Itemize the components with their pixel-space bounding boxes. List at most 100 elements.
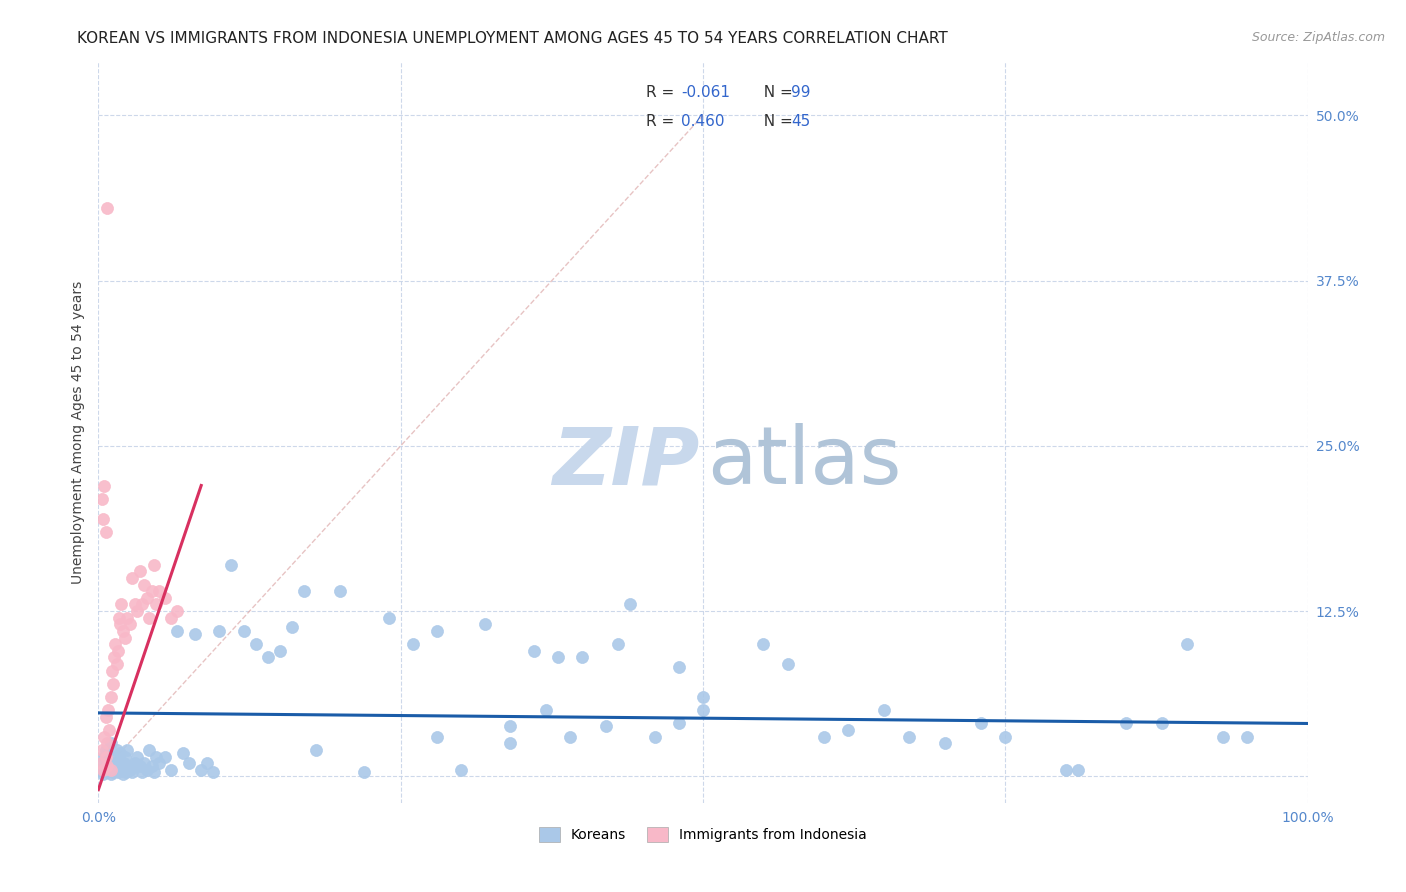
Point [153, 749, 176, 764]
Point [134, 577, 156, 591]
Point [1175, 637, 1198, 651]
Point [190, 763, 212, 777]
Point [523, 644, 546, 658]
Point [145, 598, 167, 612]
Point [94, 749, 117, 764]
Point [619, 598, 641, 612]
Point [131, 598, 153, 612]
Point [377, 611, 399, 625]
Point [208, 624, 231, 638]
Point [166, 604, 188, 618]
Point [558, 730, 581, 744]
Point [166, 624, 188, 638]
Point [127, 604, 149, 618]
Point [135, 763, 157, 777]
Point [121, 571, 143, 585]
Point [100, 766, 122, 780]
Point [91, 766, 114, 780]
Point [292, 584, 315, 599]
Point [93, 478, 115, 492]
Point [94, 710, 117, 724]
Point [91, 491, 114, 506]
Point [305, 743, 328, 757]
Point [108, 754, 131, 768]
Point [1152, 716, 1174, 731]
Point [837, 723, 859, 737]
Point [426, 624, 449, 638]
Point [994, 730, 1017, 744]
Point [96, 201, 118, 215]
Text: 0.460: 0.460 [682, 114, 724, 129]
Text: ZIP: ZIP [553, 423, 699, 501]
Point [105, 743, 128, 757]
Point [107, 765, 129, 780]
Text: N =: N = [754, 114, 797, 129]
Point [134, 756, 156, 771]
Text: 99: 99 [792, 86, 811, 100]
Point [1212, 730, 1234, 744]
Point [160, 763, 183, 777]
Point [148, 584, 170, 599]
Point [101, 749, 124, 764]
Point [114, 631, 136, 645]
Point [1115, 716, 1137, 731]
Point [98, 723, 121, 737]
Point [172, 746, 194, 760]
Text: -0.061: -0.061 [682, 86, 730, 100]
Point [934, 736, 956, 750]
Point [128, 565, 150, 579]
Point [498, 736, 520, 750]
Point [692, 690, 714, 704]
Point [179, 756, 201, 771]
Point [93, 730, 115, 744]
Point [873, 703, 896, 717]
Point [184, 626, 207, 640]
Point [121, 765, 143, 780]
Point [112, 756, 135, 771]
Point [108, 611, 131, 625]
Point [96, 746, 118, 760]
Point [97, 703, 120, 717]
Text: Source: ZipAtlas.com: Source: ZipAtlas.com [1251, 31, 1385, 45]
Point [100, 690, 122, 704]
Point [96, 765, 118, 780]
Point [692, 703, 714, 717]
Point [195, 756, 218, 771]
Point [96, 758, 118, 772]
Point [143, 765, 166, 780]
Point [668, 659, 690, 673]
Point [91, 756, 114, 771]
Point [103, 756, 125, 771]
Point [101, 765, 124, 780]
Point [148, 756, 170, 771]
Point [281, 620, 304, 634]
Point [107, 644, 129, 658]
Point [571, 650, 593, 665]
Point [117, 743, 139, 757]
Point [118, 763, 141, 777]
Point [145, 749, 167, 764]
Point [752, 637, 775, 651]
Point [101, 677, 124, 691]
Point [94, 524, 117, 539]
Point [668, 716, 690, 731]
Point [141, 758, 163, 772]
Text: 45: 45 [792, 114, 810, 129]
Point [105, 657, 128, 671]
Point [232, 624, 254, 638]
Point [108, 617, 131, 632]
Point [124, 598, 146, 612]
Point [329, 584, 352, 599]
Point [91, 763, 114, 777]
Point [100, 758, 122, 772]
Point [474, 617, 496, 632]
Point [269, 644, 291, 658]
Point [153, 591, 176, 605]
Point [104, 637, 127, 651]
Point [1236, 730, 1258, 744]
Point [131, 765, 153, 780]
Point [776, 657, 799, 671]
Point [100, 664, 122, 678]
Point [1054, 763, 1077, 777]
Point [124, 756, 146, 771]
